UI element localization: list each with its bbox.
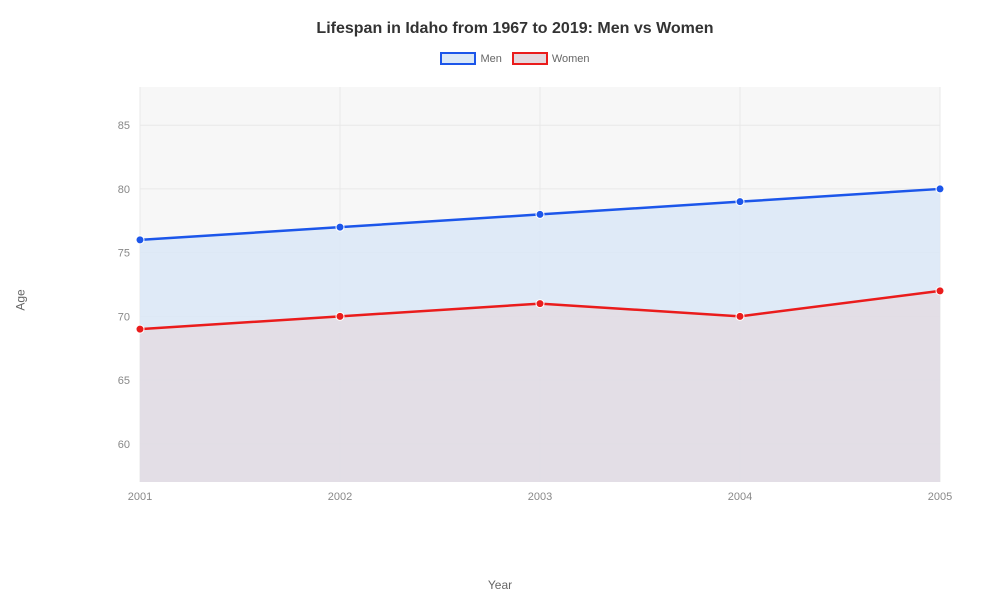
svg-text:80: 80 xyxy=(118,184,130,196)
chart-title: Lifespan in Idaho from 1967 to 2019: Men… xyxy=(50,20,980,38)
chart-container: Lifespan in Idaho from 1967 to 2019: Men… xyxy=(0,0,1000,600)
plot-area: 60 65 70 75 80 85 2001 2002 2003 2004 2005 xyxy=(80,77,970,517)
svg-text:2003: 2003 xyxy=(528,491,552,503)
svg-text:2004: 2004 xyxy=(728,491,752,503)
legend-label-men: Men xyxy=(480,53,501,65)
legend-swatch-men xyxy=(440,52,476,65)
legend-swatch-women xyxy=(512,52,548,65)
y-axis-label: Age xyxy=(14,289,28,310)
svg-text:60: 60 xyxy=(118,439,130,451)
svg-text:65: 65 xyxy=(118,375,130,387)
svg-text:2002: 2002 xyxy=(328,491,352,503)
legend-item-men[interactable]: Men xyxy=(440,52,501,65)
svg-text:75: 75 xyxy=(118,248,130,260)
chart-svg: 60 65 70 75 80 85 2001 2002 2003 2004 2005 xyxy=(80,77,960,517)
legend-label-women: Women xyxy=(552,53,590,65)
svg-text:85: 85 xyxy=(118,120,130,132)
svg-text:70: 70 xyxy=(118,311,130,323)
legend-item-women[interactable]: Women xyxy=(512,52,590,65)
x-axis-label: Year xyxy=(488,578,512,592)
svg-text:2005: 2005 xyxy=(928,491,952,503)
svg-text:2001: 2001 xyxy=(128,491,152,503)
legend: Men Women xyxy=(50,52,980,65)
